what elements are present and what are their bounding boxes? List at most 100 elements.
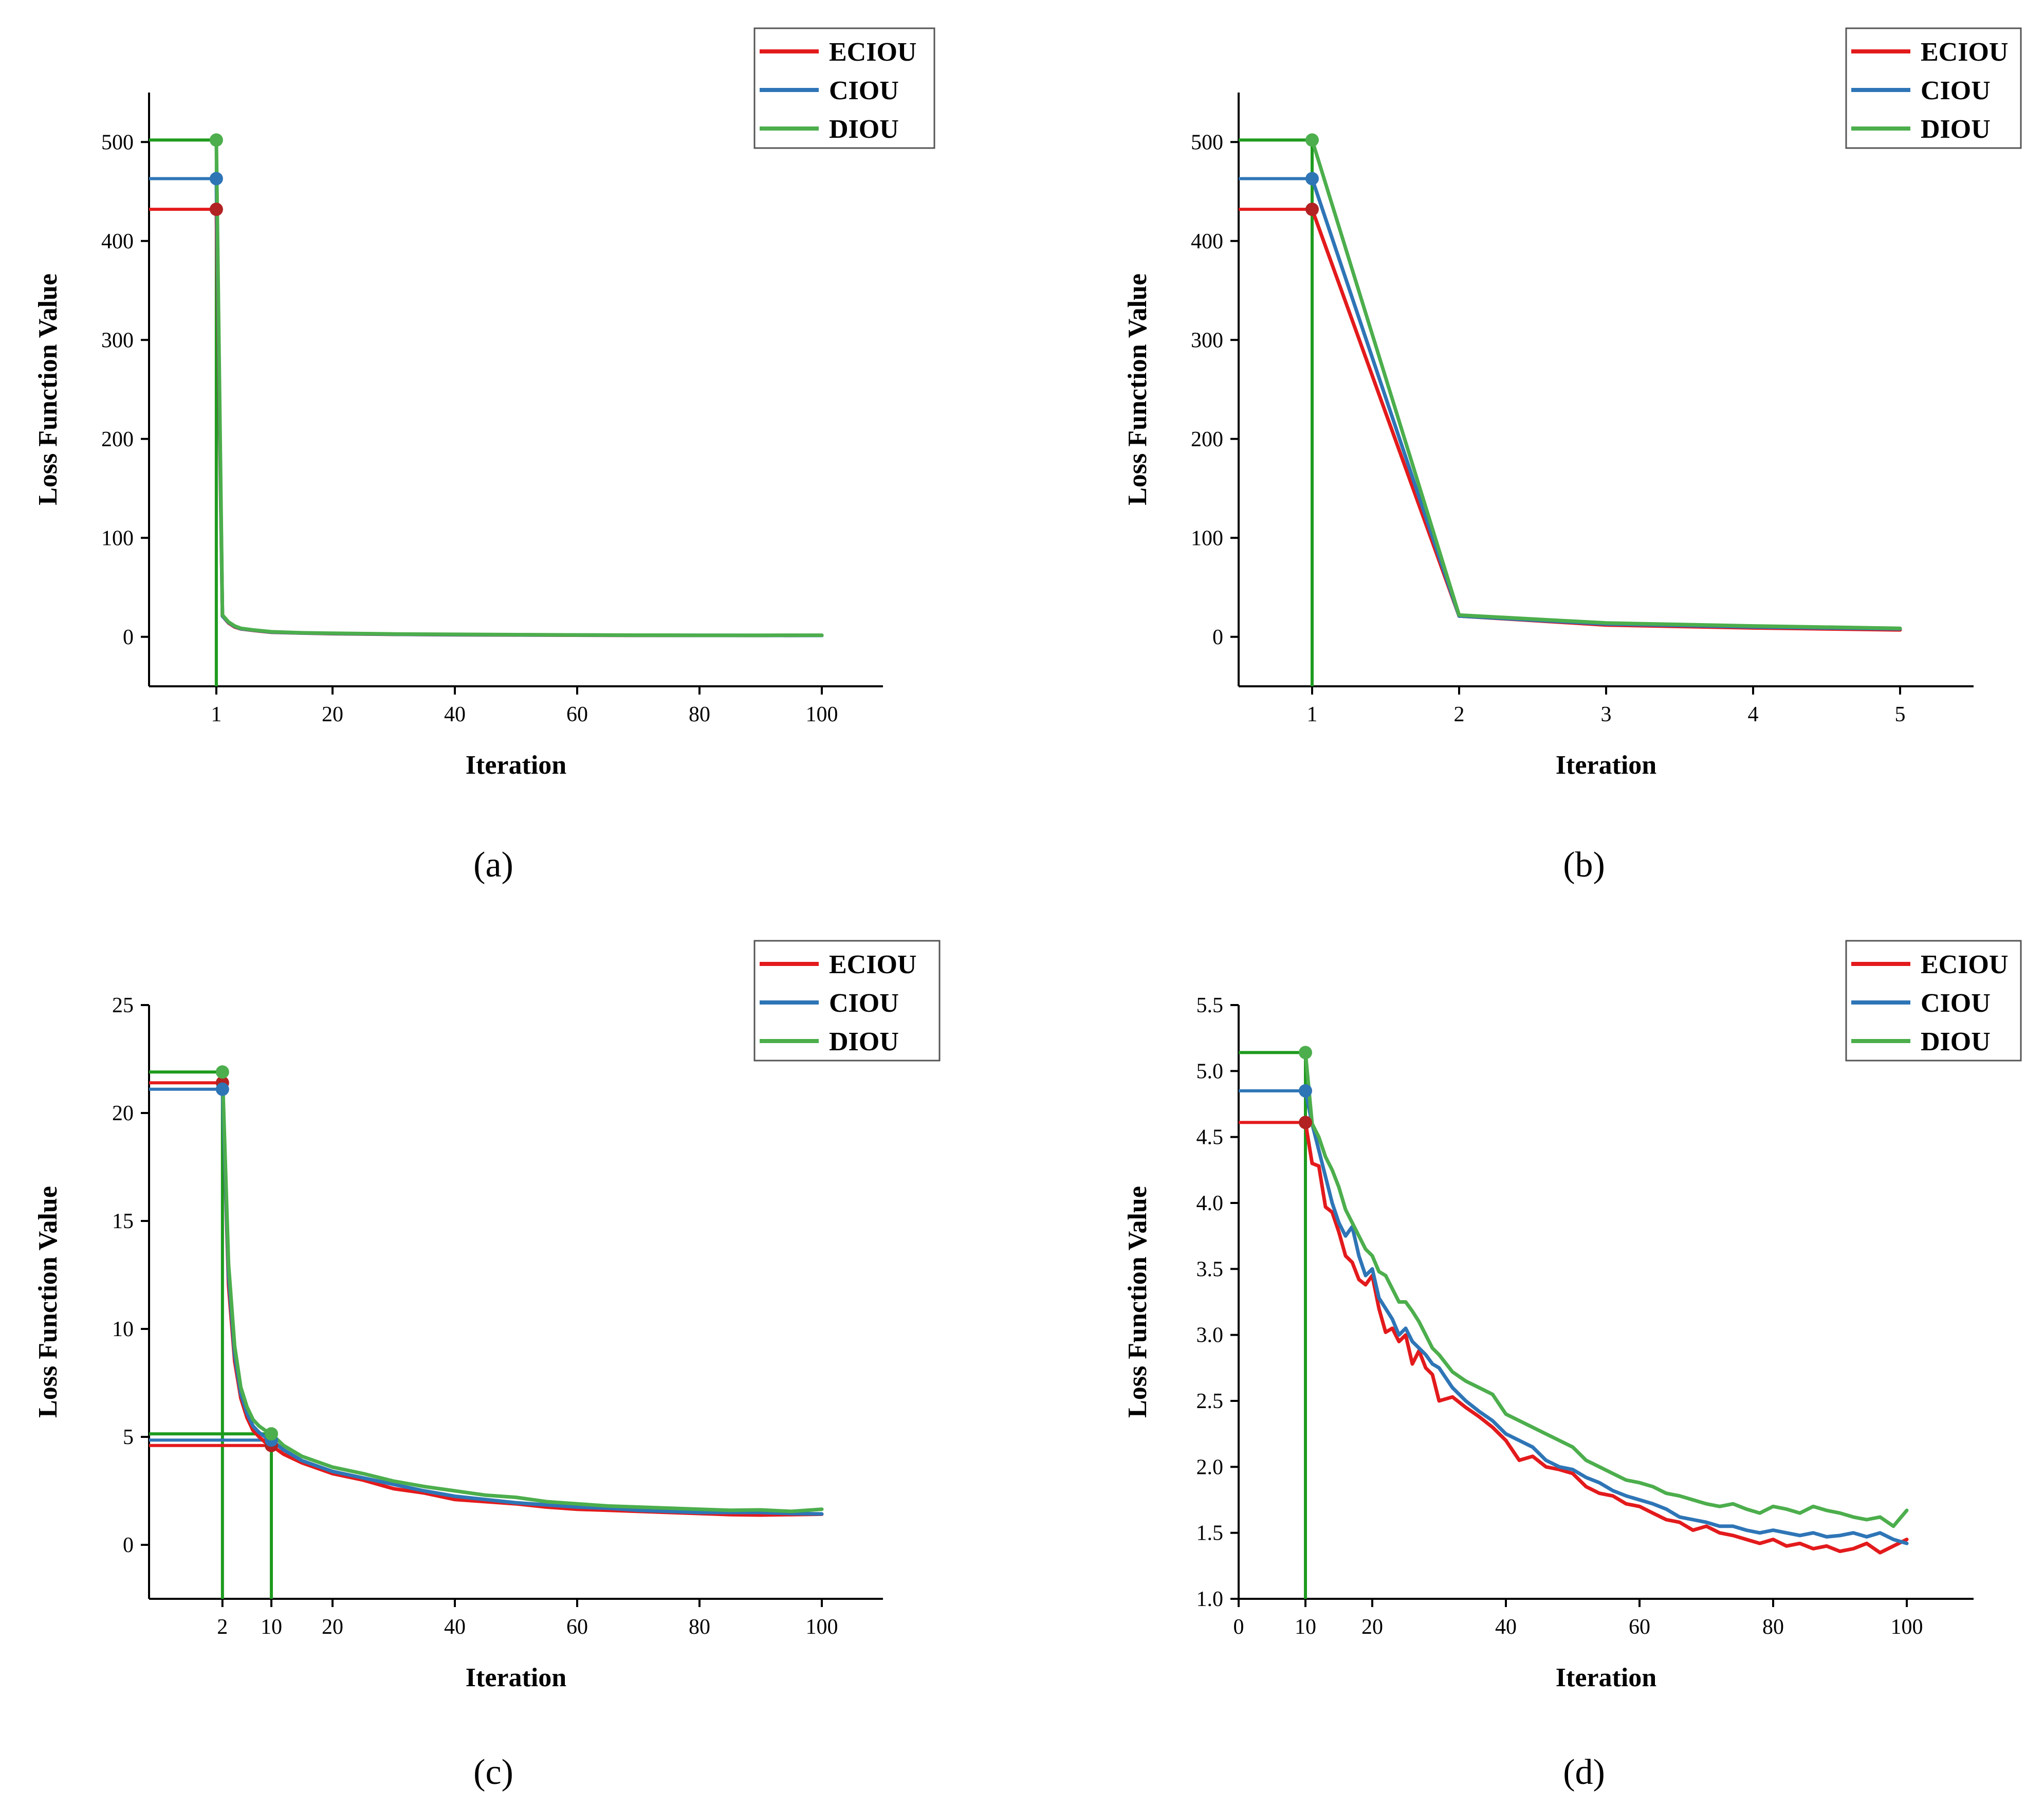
chart-panel-c: 0 5 10 15 20 25 2 10 20 40 60 80 100 Iteration Loss Fu… — [33, 940, 941, 1792]
x-tick-label: 1 — [1307, 703, 1318, 726]
y-tick-label: 500 — [101, 131, 134, 154]
x-tick-label: 10 — [261, 1615, 282, 1639]
x-tick-label: 100 — [1891, 1615, 1923, 1639]
legend-label-eciou: ECIOU — [829, 950, 916, 979]
y-tick-label: 10 — [112, 1318, 134, 1341]
series-line-ciou — [214, 177, 824, 637]
y-axis-title: Loss Function Value — [33, 273, 63, 505]
y-tick-label: 200 — [1191, 428, 1223, 451]
series-line-ciou — [1303, 1089, 1909, 1545]
legend-label-eciou: ECIOU — [1921, 38, 2008, 67]
marker-eciou — [1305, 203, 1319, 216]
legend-label-diou: DIOU — [1921, 1027, 1991, 1056]
x-tick-label: 2 — [217, 1615, 228, 1639]
y-axis-title: Loss Function Value — [1123, 273, 1152, 505]
y-tick-label: 3.0 — [1196, 1324, 1224, 1347]
chart-panel-d: 1.0 1.5 2.0 2.5 3.0 3.5 4.0 4.5 5.0 5.5 0 10 20 40 60 8… — [1123, 940, 2022, 1792]
marker-ciou — [209, 172, 223, 186]
legend: ECIOU CIOU DIOU — [1845, 27, 2022, 149]
x-tick-label: 100 — [806, 703, 838, 726]
x-axis-title: Iteration — [1556, 751, 1656, 780]
x-axis-title: Iteration — [1556, 1663, 1656, 1692]
marker-diou — [1299, 1046, 1312, 1060]
x-tick-label: 40 — [1495, 1615, 1517, 1639]
y-tick-label: 300 — [1191, 329, 1223, 352]
y-tick-label: 15 — [112, 1210, 134, 1233]
legend-label-ciou: CIOU — [1921, 989, 1991, 1018]
panel-caption: (c) — [473, 1753, 513, 1792]
y-tick-label: 3.5 — [1196, 1257, 1224, 1281]
y-tick-label: 400 — [101, 230, 134, 253]
marker-ciou — [1299, 1084, 1312, 1098]
x-tick-label: 1 — [211, 703, 222, 726]
y-tick-label: 1.5 — [1196, 1522, 1224, 1545]
legend-label-ciou: CIOU — [829, 989, 899, 1018]
series-line-eciou — [214, 207, 824, 637]
legend: ECIOU CIOU DIOU — [1845, 940, 2022, 1062]
y-tick-label: 1.0 — [1196, 1588, 1224, 1611]
legend-label-eciou: ECIOU — [829, 38, 916, 67]
y-tick-label: 5 — [123, 1426, 134, 1449]
marker-diou — [215, 1065, 229, 1079]
y-tick-label: 4.5 — [1196, 1126, 1224, 1150]
legend-label-diou: DIOU — [1921, 115, 1991, 144]
legend: ECIOU CIOU DIOU — [753, 27, 935, 149]
y-tick-label: 200 — [101, 428, 134, 451]
y-tick-label: 20 — [112, 1102, 134, 1125]
marker-ciou — [1305, 172, 1319, 186]
y-tick-label: 4.0 — [1196, 1192, 1224, 1215]
marker-diou — [1305, 133, 1319, 147]
series-line-eciou — [220, 1081, 824, 1517]
legend-label-diou: DIOU — [829, 115, 899, 144]
y-tick-label: 2.5 — [1196, 1390, 1224, 1413]
series-line-diou — [1303, 1050, 1909, 1528]
marker-diou — [209, 133, 223, 147]
legend-label-eciou: ECIOU — [1921, 950, 2008, 979]
y-tick-label: 25 — [112, 994, 134, 1017]
y-tick-label: 0 — [1212, 626, 1223, 649]
series-line-diou — [214, 138, 824, 637]
panel-caption: (a) — [473, 845, 513, 885]
x-tick-label: 100 — [806, 1615, 838, 1639]
series-line-ciou — [1310, 177, 1902, 631]
y-tick-label: 500 — [1191, 131, 1223, 154]
y-tick-label: 100 — [101, 526, 134, 550]
chart-panel-b: 0 100 200 300 400 500 1 2 3 4 5 Iteration Loss Funct… — [1123, 27, 2022, 885]
legend-label-ciou: CIOU — [829, 76, 899, 105]
y-axis-title: Loss Function Value — [1123, 1186, 1152, 1418]
y-tick-label: 300 — [101, 329, 134, 352]
x-tick-label: 60 — [1629, 1615, 1650, 1639]
chart-panel-a: 0 100 200 300 400 500 1 20 40 60 80 100 Iteration Los… — [33, 27, 935, 885]
x-axis-title: Iteration — [466, 751, 566, 780]
x-tick-label: 4 — [1748, 703, 1759, 726]
y-tick-label: 0 — [123, 626, 134, 649]
legend: ECIOU CIOU DIOU — [753, 940, 941, 1062]
marker-eciou — [1299, 1116, 1312, 1129]
x-tick-label: 40 — [444, 703, 466, 726]
y-tick-label: 2.0 — [1196, 1455, 1224, 1479]
panel-caption: (d) — [1563, 1753, 1605, 1792]
legend-label-diou: DIOU — [829, 1027, 899, 1056]
x-tick-label: 80 — [689, 703, 710, 726]
y-tick-label: 100 — [1191, 526, 1223, 550]
panel-caption: (b) — [1563, 845, 1605, 885]
x-tick-label: 80 — [1762, 1615, 1784, 1639]
x-axis-title: Iteration — [466, 1663, 566, 1692]
x-tick-label: 40 — [444, 1615, 466, 1639]
x-tick-label: 20 — [1361, 1615, 1383, 1639]
series-line-diou — [220, 1070, 824, 1513]
marker-diou — [265, 1427, 278, 1441]
x-tick-label: 60 — [566, 703, 588, 726]
y-axis-title: Loss Function Value — [33, 1186, 63, 1418]
y-tick-label: 5.0 — [1196, 1060, 1224, 1083]
x-tick-label: 60 — [566, 1615, 588, 1639]
series-line-ciou — [220, 1087, 824, 1516]
marker-eciou — [209, 203, 223, 216]
x-tick-label: 20 — [322, 703, 343, 726]
x-tick-label: 3 — [1601, 703, 1612, 726]
y-tick-label: 5.5 — [1196, 994, 1224, 1017]
x-tick-label: 20 — [322, 1615, 343, 1639]
x-tick-label: 0 — [1233, 1615, 1244, 1639]
x-tick-label: 5 — [1895, 703, 1906, 726]
